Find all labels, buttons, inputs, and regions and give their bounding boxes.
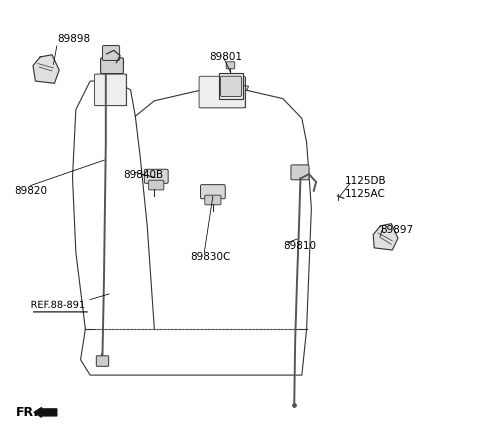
FancyBboxPatch shape [199, 76, 245, 108]
Text: 89820: 89820 [14, 186, 47, 196]
Text: 89810: 89810 [283, 241, 316, 251]
Text: 89897: 89897 [380, 225, 413, 235]
FancyBboxPatch shape [103, 46, 120, 60]
FancyBboxPatch shape [201, 185, 225, 198]
Text: FR.: FR. [16, 406, 39, 419]
Polygon shape [373, 224, 398, 250]
FancyBboxPatch shape [96, 356, 108, 366]
Text: 1125AC: 1125AC [345, 189, 385, 199]
FancyBboxPatch shape [95, 74, 126, 105]
Text: REF.88-891: REF.88-891 [31, 300, 85, 310]
Polygon shape [33, 55, 59, 83]
FancyBboxPatch shape [144, 169, 168, 183]
FancyBboxPatch shape [226, 62, 235, 69]
Bar [218, 73, 243, 99]
Text: 89801: 89801 [209, 52, 242, 62]
FancyArrow shape [34, 408, 57, 417]
FancyBboxPatch shape [149, 180, 164, 190]
FancyBboxPatch shape [205, 195, 221, 205]
FancyBboxPatch shape [291, 165, 309, 180]
FancyBboxPatch shape [220, 76, 241, 97]
Text: 89840B: 89840B [123, 171, 164, 180]
FancyBboxPatch shape [101, 58, 123, 74]
Text: 89830C: 89830C [190, 252, 230, 262]
Text: 1125DB: 1125DB [345, 176, 386, 186]
Text: 89898: 89898 [57, 35, 90, 44]
